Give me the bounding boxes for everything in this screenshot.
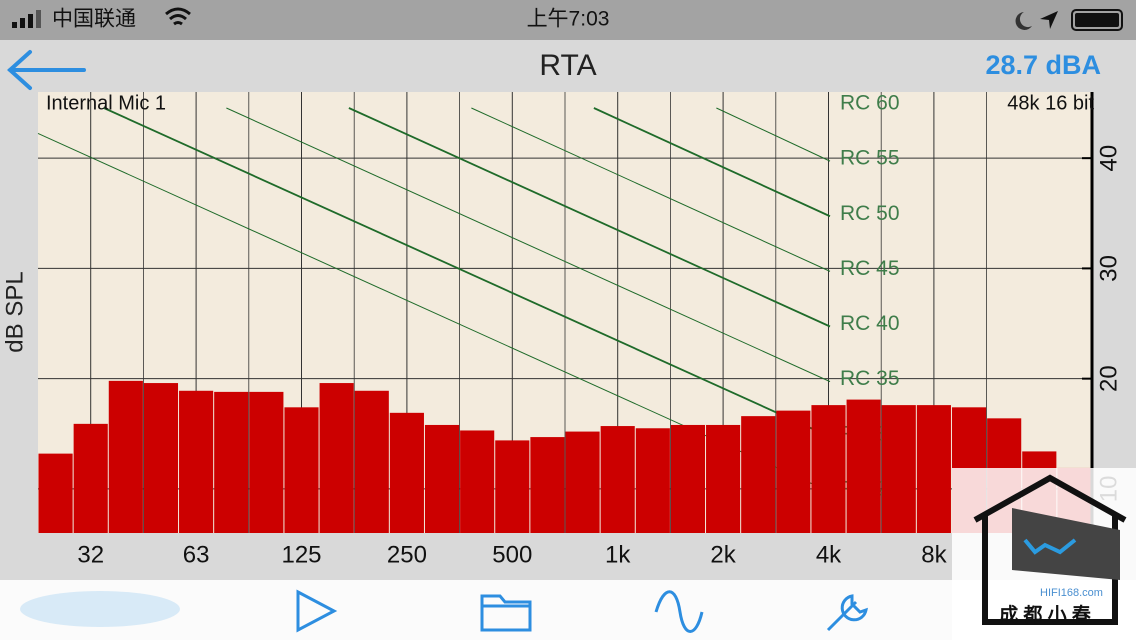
level-readout: 28.7 dBA (985, 50, 1101, 80)
bar (179, 390, 214, 533)
signal-icon (12, 10, 41, 28)
location-icon (1040, 11, 1058, 29)
rc-curve (103, 107, 831, 438)
bar (670, 424, 706, 533)
bar (600, 426, 635, 533)
rc-label: RC 45 (840, 257, 900, 280)
format-label: 48k 16 bit (1007, 92, 1094, 114)
rc-label: RC 40 (840, 312, 900, 335)
battery-level (1075, 13, 1119, 27)
rc-label: RC 60 (840, 92, 900, 115)
bar (776, 410, 811, 533)
bar (424, 424, 460, 533)
watermark-site: HIFI168.com (1040, 587, 1103, 599)
carrier: 中国联通 (52, 8, 136, 31)
bar (881, 405, 916, 533)
watermark: HIFI168.com 成 都 小 春 (952, 468, 1136, 640)
x-tick-label: 4k (816, 541, 842, 568)
bar (73, 423, 108, 533)
y-tick-label: 30 (1095, 255, 1122, 282)
x-tick-label: 2k (710, 541, 736, 568)
rc-curve (716, 107, 831, 162)
rc-curve (226, 107, 831, 383)
blurred-logo (20, 591, 180, 627)
y-axis-label: dB SPL (1, 271, 28, 352)
settings-button[interactable] (826, 594, 868, 632)
nav-bar (0, 40, 1136, 92)
x-tick-label: 8k (921, 541, 947, 568)
x-tick-label: 500 (492, 541, 532, 568)
wifi-icon (165, 7, 191, 26)
rc-label: RC 55 (840, 147, 900, 170)
watermark-caption: 成 都 小 春 (999, 603, 1091, 626)
x-tick-label: 125 (281, 541, 321, 568)
y-tick-label: 40 (1095, 145, 1122, 172)
rc-curve (593, 107, 831, 218)
x-tick-label: 63 (183, 541, 210, 568)
y-tick-label: 20 (1095, 365, 1122, 392)
bar (108, 380, 143, 533)
bar (284, 407, 319, 533)
bar (460, 430, 495, 533)
bar (143, 383, 179, 533)
bar (741, 416, 776, 533)
bar (249, 391, 284, 533)
status-bar (0, 0, 1136, 40)
bar (354, 390, 389, 533)
battery-icon (1071, 9, 1123, 31)
moon-icon (1015, 12, 1032, 30)
bar (319, 383, 354, 533)
bar (635, 428, 670, 533)
back-button[interactable] (7, 50, 86, 90)
input-label: Internal Mic 1 (46, 92, 166, 114)
x-tick-label: 250 (387, 541, 427, 568)
play-button[interactable] (296, 589, 338, 633)
clock: 上午7:03 (527, 8, 610, 31)
bar (214, 391, 249, 533)
x-tick-label: 32 (77, 541, 104, 568)
rc-label: RC 35 (840, 367, 900, 390)
bar (38, 453, 73, 533)
bar (389, 412, 424, 533)
nav-title: RTA (539, 49, 596, 82)
rc-curve (471, 107, 831, 272)
bar (530, 437, 565, 533)
rc-label: RC 50 (840, 202, 900, 225)
bar (846, 399, 881, 533)
x-tick-label: 1k (605, 541, 631, 568)
bar (706, 424, 741, 533)
bar (916, 405, 951, 533)
bar (495, 440, 530, 533)
folder-button[interactable] (480, 594, 532, 632)
bar (565, 431, 600, 533)
rc-curve (348, 107, 831, 328)
generator-button[interactable] (654, 590, 704, 633)
bar (811, 405, 846, 533)
toolbar (0, 580, 1136, 640)
